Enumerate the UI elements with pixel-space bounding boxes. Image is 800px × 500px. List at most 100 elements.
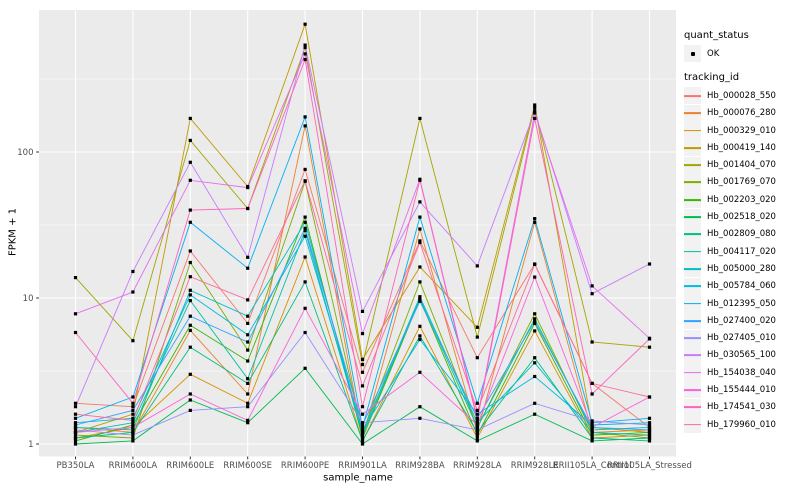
x-tick-label: PB350LA [57, 461, 95, 471]
data-point [360, 363, 365, 367]
data-point [418, 178, 422, 182]
data-point [533, 374, 537, 379]
legend-item-label: Hb_001404_070 [707, 160, 776, 171]
data-point [475, 412, 479, 416]
line-glyph-icon [684, 389, 701, 391]
legend-title-quant-status: quant_status [684, 30, 749, 41]
data-point [475, 439, 479, 443]
data-point [303, 215, 307, 219]
data-point [246, 340, 250, 344]
data-point [533, 109, 537, 113]
legend-key [684, 295, 701, 312]
x-tick-label: RRIM928BA [395, 461, 445, 471]
plot-panel [39, 10, 676, 457]
legend-item-label: Hb_012395_050 [707, 298, 776, 309]
legend-item-label: Hb_002809_080 [707, 229, 776, 240]
data-point [647, 345, 652, 349]
legend-key [684, 381, 701, 399]
legend-item-label: Hb_154038_040 [707, 367, 776, 378]
data-point [246, 392, 250, 396]
legend-item-label: Hb_004117_020 [707, 246, 776, 257]
data-point [73, 439, 78, 443]
data-point [647, 262, 652, 266]
legend-item-label: Hb_000329_010 [707, 125, 776, 136]
data-point [73, 436, 78, 440]
data-point [303, 228, 307, 233]
data-point [590, 421, 594, 425]
data-point [590, 284, 594, 288]
legend-tracking-items: Hb_000028_550 Hb_000076_280 Hb_000329_010 H… [684, 87, 776, 434]
data-point [590, 340, 594, 344]
data-point [360, 423, 365, 427]
data-point [647, 425, 652, 429]
data-point [475, 428, 479, 432]
line-glyph-icon [684, 406, 701, 409]
legend-item-label: Hb_002203_020 [707, 194, 776, 205]
data-point [73, 312, 78, 316]
data-point [418, 416, 422, 420]
legend-key [684, 104, 701, 122]
data-point [246, 418, 250, 422]
data-point [188, 323, 192, 327]
data-point [303, 226, 307, 230]
data-point [360, 357, 365, 361]
x-axis-title: sample_name [323, 472, 393, 484]
data-point [188, 299, 192, 303]
legend-item: OK [684, 45, 776, 63]
data-point [246, 298, 250, 302]
data-point [188, 220, 192, 224]
data-point [246, 359, 250, 363]
legend-quant-items: OK [684, 45, 776, 63]
data-point [188, 328, 192, 332]
legend-item-label: Hb_005784_060 [707, 281, 776, 292]
data-point [303, 330, 307, 335]
line-glyph-icon [684, 302, 701, 305]
data-point [418, 227, 422, 231]
data-point [73, 416, 78, 420]
data-point [533, 317, 537, 321]
data-point [533, 401, 537, 405]
data-point [647, 428, 652, 432]
data-point [131, 408, 135, 412]
data-point [73, 412, 78, 416]
data-point [360, 430, 365, 434]
line-glyph-icon [684, 319, 701, 322]
data-point [131, 421, 135, 425]
data-point [303, 179, 307, 183]
data-point [360, 405, 365, 409]
data-point [647, 433, 652, 437]
legend-item: Hb_179960_010 [684, 416, 776, 434]
data-point [188, 345, 192, 349]
x-tick-label: RRII105LA_Control [553, 461, 632, 471]
legend-item: Hb_001769_070 [684, 173, 776, 191]
data-point [303, 124, 307, 128]
legend-item: Hb_002203_020 [684, 191, 776, 209]
legend-item: Hb_004117_020 [684, 243, 776, 261]
data-point [188, 293, 192, 297]
y-tick-label: 10 [23, 294, 34, 304]
line-glyph-icon [684, 95, 701, 97]
data-point [246, 421, 250, 425]
line-glyph-icon [684, 216, 701, 218]
legend-key [684, 346, 701, 364]
legend-item: Hb_000329_010 [684, 122, 776, 140]
legend: quant_status OK tracking_id Hb_000028_55… [684, 30, 776, 434]
data-point [418, 405, 422, 409]
data-point [73, 430, 78, 434]
legend-key [684, 122, 701, 140]
data-point [131, 418, 135, 422]
legend-item-label: Hb_002518_020 [707, 212, 776, 223]
point-glyph-icon [690, 51, 695, 56]
x-tick-label: RRIM600SE [223, 461, 272, 471]
data-point [647, 421, 652, 425]
legend-item-label: Hb_000076_280 [707, 108, 776, 119]
data-point [303, 306, 307, 310]
data-point [246, 348, 250, 352]
data-point [533, 412, 537, 416]
data-point [475, 416, 479, 420]
data-point [131, 405, 135, 409]
data-point [73, 428, 78, 432]
legend-key [684, 364, 701, 382]
data-point [246, 255, 250, 259]
data-point [533, 312, 537, 316]
